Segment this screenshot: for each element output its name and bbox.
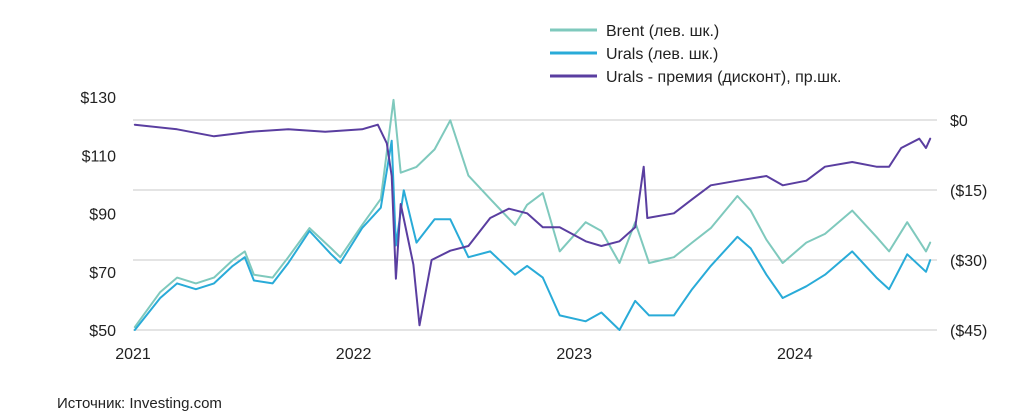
x-tick-label: 2021 <box>115 346 151 363</box>
source-note: Источник: Investing.com <box>57 395 222 412</box>
series-lines <box>133 98 932 331</box>
x-tick-label: 2024 <box>777 346 813 363</box>
series-line-2 <box>133 123 932 327</box>
x-tick-label: 2022 <box>336 346 372 363</box>
legend-label: Urals - премия (дисконт), пр.шк. <box>606 69 841 86</box>
left-tick-label: $90 <box>89 207 116 224</box>
left-tick-label: $130 <box>80 90 116 107</box>
right-tick-label: ($45) <box>950 323 987 340</box>
x-tick-label: 2023 <box>556 346 592 363</box>
left-tick-label: $50 <box>89 323 116 340</box>
legend-label: Urals (лев. шк.) <box>606 46 718 63</box>
right-tick-label: ($30) <box>950 253 987 270</box>
series-line-1 <box>133 139 932 331</box>
right-tick-label: ($15) <box>950 183 987 200</box>
x-axis-ticks: 2021 2022 2023 2024 <box>115 346 812 363</box>
left-tick-label: $110 <box>82 148 117 165</box>
gridlines <box>133 119 937 331</box>
left-tick-label: $70 <box>89 265 116 282</box>
right-tick-label: $0 <box>950 113 968 130</box>
legend-label: Brent (лев. шк.) <box>606 23 719 40</box>
legend: Brent (лев. шк.) Urals (лев. шк.) Urals - … <box>550 23 841 86</box>
series-line-0 <box>133 98 932 329</box>
right-axis-ticks: $0 ($15) ($30) ($45) <box>950 113 987 340</box>
left-axis-ticks: $50 $70 $90 $110 $130 <box>80 90 116 340</box>
